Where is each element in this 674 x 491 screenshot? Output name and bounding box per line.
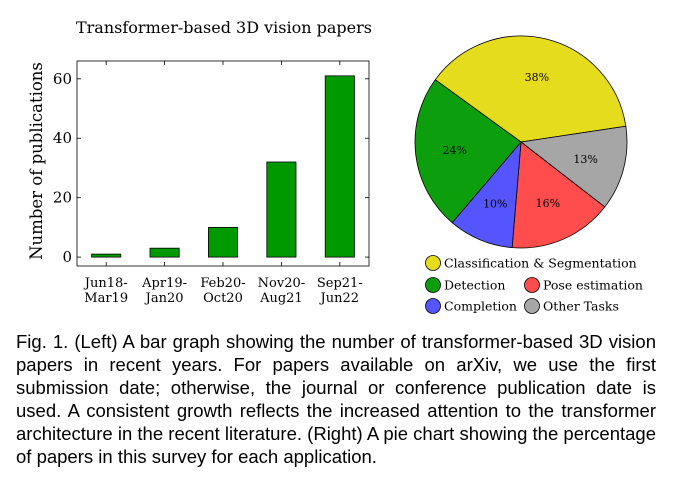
pie-slice-label: 16% xyxy=(536,197,560,210)
pie-slice-2 xyxy=(520,125,628,208)
legend-label: Pose estimation xyxy=(543,278,643,293)
legend-label: Completion xyxy=(444,299,517,314)
x-tick-label: Aug21 xyxy=(259,291,303,306)
pie-chart: 38% 13% 16% 10% 24% Classification & Segment… xyxy=(414,35,643,314)
x-tick-label: Feb20- xyxy=(200,276,245,291)
legend-item: Detection xyxy=(425,277,505,293)
pie-slice-label: 13% xyxy=(573,153,597,166)
x-tick-label: Oct20 xyxy=(203,291,243,306)
legend-item: Other Tasks xyxy=(524,298,619,314)
y-axis-label: Number of publications xyxy=(27,62,46,260)
legend-label: Classification & Segmentation xyxy=(444,256,637,271)
figure-caption: Fig. 1. (Left) A bar graph showing the n… xyxy=(16,331,656,467)
x-tick-label: Mar19 xyxy=(84,291,128,306)
pie-slice-5 xyxy=(414,79,522,224)
legend-item: Pose estimation xyxy=(524,277,643,293)
bar-1 xyxy=(91,253,122,258)
x-tick-label: Sep21- xyxy=(317,276,363,291)
y-tick-label: 0 xyxy=(62,248,72,266)
pie-slice-3 xyxy=(511,141,606,249)
x-tick-label: Jun18- xyxy=(83,276,128,291)
x-tick-label: Apr19- xyxy=(141,276,187,291)
bar-5 xyxy=(324,75,355,258)
pie-slice-label: 38% xyxy=(525,71,549,84)
pie-slice-1 xyxy=(434,35,627,143)
legend-swatch xyxy=(425,277,441,293)
bar-3 xyxy=(207,226,238,258)
bar-2 xyxy=(149,247,180,258)
y-tick-label: 60 xyxy=(53,70,72,88)
legend-swatch xyxy=(425,255,441,271)
legend-swatch xyxy=(524,298,540,314)
legend-label: Other Tasks xyxy=(543,299,619,314)
figure: Transformer-based 3D vision papers Numbe… xyxy=(27,18,643,314)
legend-swatch xyxy=(425,298,441,314)
bar-chart-title: Transformer-based 3D vision papers xyxy=(76,18,372,37)
pie-slice-label: 10% xyxy=(483,198,507,211)
legend-item: Classification & Segmentation xyxy=(425,255,637,271)
legend-swatch xyxy=(524,277,540,293)
x-tick-label: Jun22 xyxy=(319,291,360,306)
legend-label: Detection xyxy=(444,278,505,293)
bar-4 xyxy=(266,161,297,258)
x-tick-label: Nov20- xyxy=(258,276,305,291)
pie-slice-label: 24% xyxy=(442,144,466,157)
x-tick-label: Jan20 xyxy=(144,291,184,306)
bar-chart: Transformer-based 3D vision papers Numbe… xyxy=(27,18,372,306)
y-tick-label: 20 xyxy=(53,189,72,207)
y-tick-label: 40 xyxy=(53,129,72,147)
legend-item: Completion xyxy=(425,298,517,314)
